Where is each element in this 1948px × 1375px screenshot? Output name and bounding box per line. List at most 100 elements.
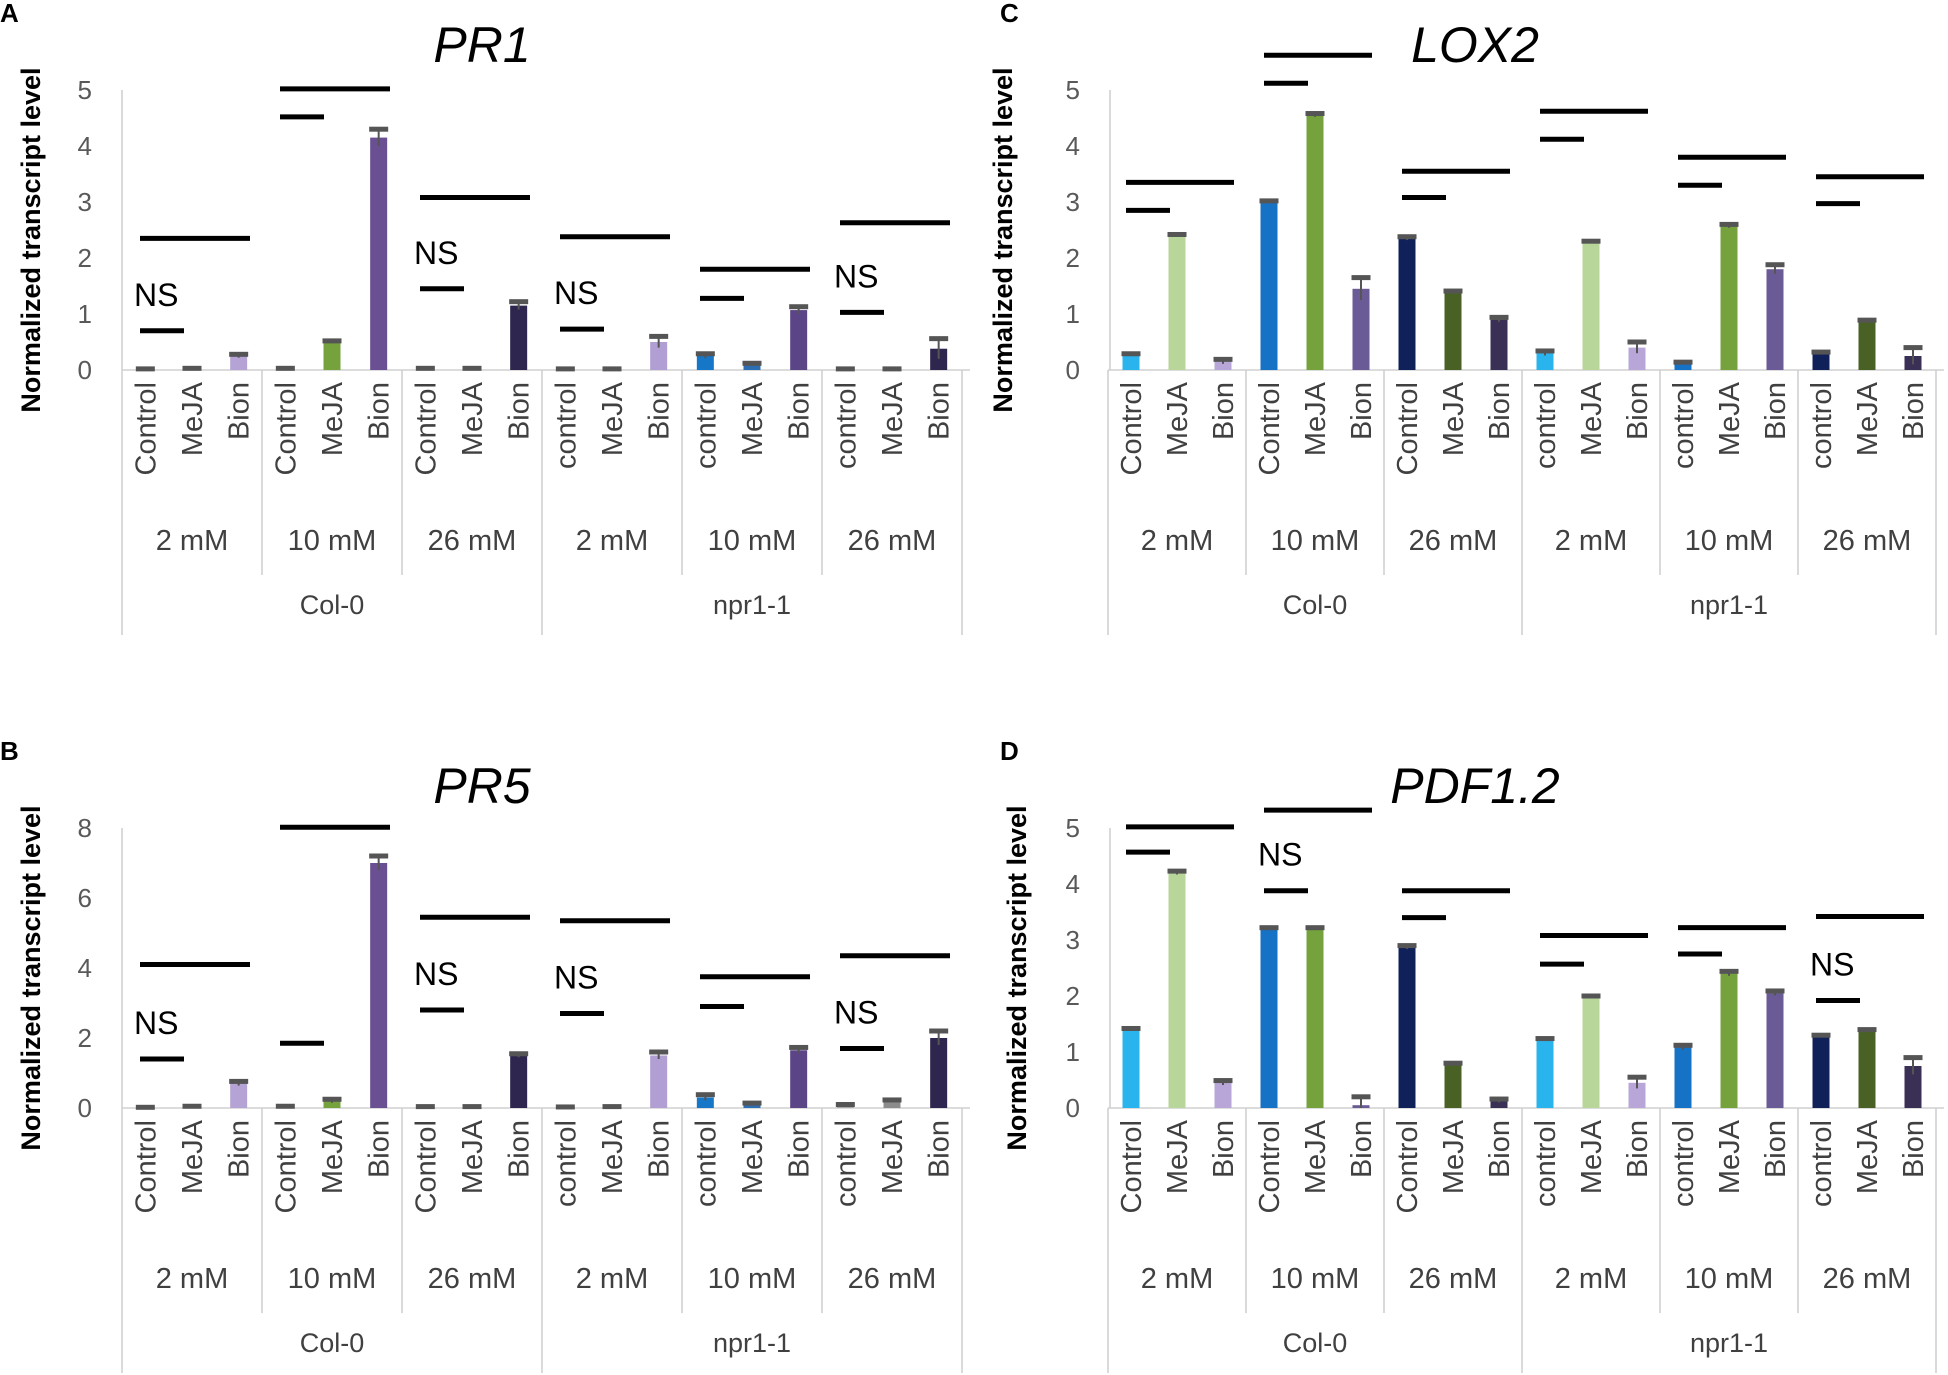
error-cap [649, 333, 669, 339]
category-label: Control [1392, 1120, 1424, 1214]
error-cap [1351, 275, 1371, 281]
genotype-label: Col-0 [1283, 590, 1348, 620]
panel-letter: B [0, 736, 19, 766]
chart-title: PR1 [433, 17, 530, 73]
category-label: control [1530, 382, 1562, 469]
y-tick-label: 3 [1066, 187, 1080, 217]
panel-letter: D [1000, 736, 1019, 766]
bar [1260, 202, 1278, 370]
category-label: Control [270, 1120, 302, 1214]
error-cap [1305, 925, 1325, 931]
concentration-label: 10 mM [288, 1263, 377, 1295]
bar [1214, 1082, 1232, 1108]
error-cap [135, 1104, 155, 1110]
bar [323, 1101, 341, 1108]
category-label: Control [410, 1120, 442, 1214]
category-label: Control [410, 382, 442, 476]
category-label: MeJA [597, 381, 629, 456]
error-cap [1121, 351, 1141, 357]
error-cap [649, 1049, 669, 1055]
error-cap [789, 1044, 809, 1050]
concentration-label: 10 mM [708, 525, 797, 557]
bar [1720, 973, 1738, 1108]
y-tick-label: 4 [78, 953, 92, 983]
panel-b-pr5: B PR5 Normalized transcript level 0 2 4 6 8 Cont… [0, 736, 970, 1373]
error-cap [1167, 231, 1187, 237]
bar [1536, 353, 1554, 370]
concentration-label: 10 mM [1685, 525, 1774, 557]
bar [323, 342, 341, 370]
category-label: MeJA [457, 1119, 489, 1194]
ns-label: NS [834, 258, 878, 294]
error-cap [789, 304, 809, 310]
concentration-label: 2 mM [1555, 525, 1628, 557]
error-cap [1443, 288, 1463, 294]
category-label: MeJA [177, 381, 209, 456]
category-label: Control [130, 382, 162, 476]
category-label: MeJA [1852, 381, 1884, 456]
category-label: Control [130, 1120, 162, 1214]
concentration-label: 10 mM [1271, 1263, 1360, 1295]
error-cap [1719, 221, 1739, 227]
error-cap [1581, 238, 1601, 244]
category-label: Bion [1622, 382, 1654, 440]
y-axis-label: Normalized transcript level [1002, 805, 1032, 1150]
category-label: Control [1254, 382, 1286, 476]
bar [790, 1050, 808, 1108]
error-cap [1535, 348, 1555, 354]
category-label: MeJA [1438, 381, 1470, 456]
error-cap [509, 1051, 529, 1057]
ns-label: NS [834, 995, 878, 1031]
genotype-label: npr1-1 [1690, 590, 1768, 620]
bar [1858, 320, 1876, 370]
concentration-label: 10 mM [1271, 525, 1360, 557]
y-tick-label: 5 [78, 75, 92, 105]
category-label: MeJA [737, 1119, 769, 1194]
concentration-label: 2 mM [1141, 525, 1214, 557]
error-cap [929, 1028, 949, 1034]
y-tick-label: 8 [78, 813, 92, 843]
concentration-label: 2 mM [156, 525, 229, 557]
error-cap [1719, 968, 1739, 974]
bar [230, 356, 248, 370]
bar [930, 348, 948, 370]
genotype-label: npr1-1 [713, 590, 791, 620]
error-cap [369, 126, 389, 132]
error-cap [1397, 234, 1417, 240]
bar [930, 1038, 948, 1108]
bar [1904, 1066, 1922, 1108]
bar [370, 137, 388, 370]
error-cap [462, 1104, 482, 1110]
error-cap [1351, 1094, 1371, 1100]
y-tick-label: 1 [1066, 299, 1080, 329]
category-label: Control [1116, 382, 1148, 476]
bar [1674, 363, 1692, 370]
y-tick-label: 4 [78, 131, 92, 161]
ns-label: NS [1810, 946, 1854, 982]
y-tick-label: 5 [1066, 75, 1080, 105]
bar [1168, 235, 1186, 370]
error-cap [1765, 988, 1785, 994]
category-label: Bion [1346, 382, 1378, 440]
category-label: control [550, 1120, 582, 1207]
error-cap [1397, 943, 1417, 949]
bar [510, 1055, 528, 1108]
error-cap [1627, 339, 1647, 345]
bar [1444, 291, 1462, 370]
bar [1858, 1030, 1876, 1108]
bar [1398, 947, 1416, 1108]
error-cap [602, 366, 622, 372]
category-label: control [690, 1120, 722, 1207]
category-label: control [830, 1120, 862, 1207]
category-label: Control [1116, 1120, 1148, 1214]
y-tick-label: 0 [1066, 1093, 1080, 1123]
error-cap [835, 366, 855, 372]
error-cap [1489, 314, 1509, 320]
bar [1490, 319, 1508, 370]
ns-label: NS [1258, 837, 1302, 873]
error-cap [229, 351, 249, 357]
y-tick-label: 5 [1066, 813, 1080, 843]
bar [1536, 1039, 1554, 1108]
y-axis-label: Normalized transcript level [988, 67, 1018, 412]
error-cap [135, 366, 155, 372]
